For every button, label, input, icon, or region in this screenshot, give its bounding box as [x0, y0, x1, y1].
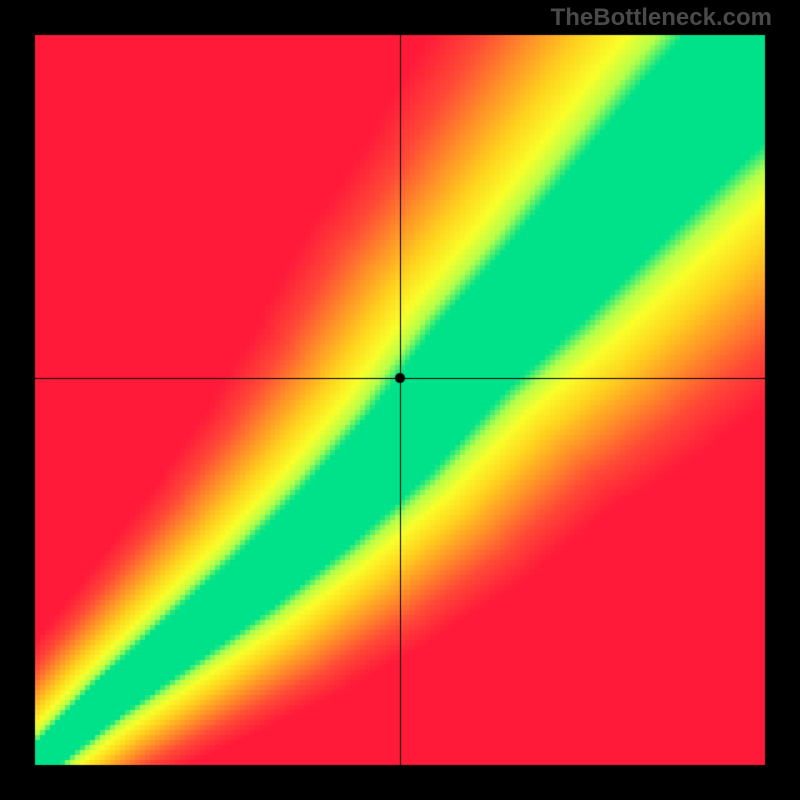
chart-container: TheBottleneck.com	[0, 0, 800, 800]
watermark-text: TheBottleneck.com	[551, 4, 772, 32]
bottleneck-heatmap-canvas	[0, 0, 800, 800]
